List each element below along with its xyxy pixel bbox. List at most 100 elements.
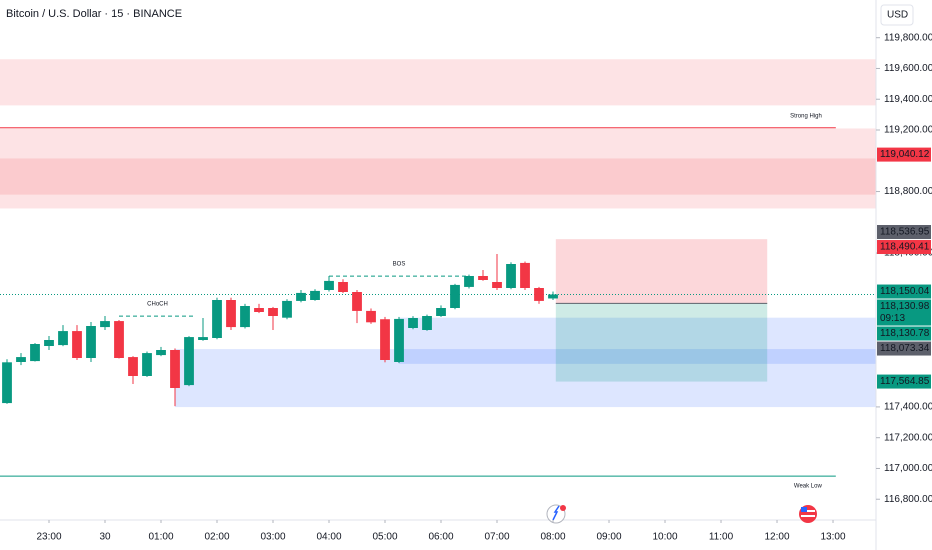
price-label (877, 341, 931, 356)
candle-body (366, 310, 376, 323)
candle-body (380, 319, 390, 360)
candle-body (2, 362, 12, 404)
x-tick-label: 01:00 (148, 532, 173, 543)
target-zone (555, 303, 768, 382)
candle-body (156, 350, 166, 356)
x-tick-label: 23:00 (36, 532, 61, 543)
candle-body (44, 340, 54, 346)
candle-body (16, 357, 26, 362)
candle-body (184, 337, 194, 386)
x-tick-label: 07:00 (484, 532, 509, 543)
y-tick-label: 117,200.00 (884, 432, 932, 443)
y-tick-label: 116,800.00 (884, 494, 932, 505)
candle-body (394, 318, 404, 362)
candle-body (408, 318, 418, 328)
price-label-text: 118,073.34 (880, 343, 930, 354)
price-label (877, 147, 931, 162)
x-tick-label: 06:00 (428, 532, 453, 543)
candle-body (114, 321, 124, 358)
replay-icon[interactable] (546, 504, 566, 524)
price-label (877, 299, 931, 326)
price-label-text: 118,150.04 (880, 286, 930, 297)
level-label: Strong High (790, 113, 822, 119)
candle-body (478, 276, 488, 280)
y-tick-label: 117,000.00 (884, 463, 932, 474)
x-tick-label: 09:00 (596, 532, 621, 543)
price-label-text: 118,490.41 (880, 242, 930, 253)
y-tick-label: 117,400.00 (884, 402, 932, 413)
stop-zone (555, 239, 768, 304)
flag-icon[interactable] (799, 505, 817, 523)
x-tick-label: 02:00 (204, 532, 229, 543)
x-tick-label: 04:00 (316, 532, 341, 543)
candle-body (464, 276, 474, 287)
candle-body (310, 290, 320, 300)
y-tick-label: 119,400.00 (884, 94, 932, 105)
candle-body (520, 262, 530, 288)
candle-body (324, 280, 334, 290)
price-label (877, 326, 931, 341)
candle-body (198, 337, 208, 340)
zone (0, 128, 876, 209)
candle-body (212, 300, 222, 338)
candle-body (282, 300, 292, 318)
price-label-text: 119,040.12 (880, 149, 930, 160)
level-label: BOS (393, 262, 406, 268)
candle-body (128, 357, 138, 376)
candle-body (86, 326, 96, 358)
candle-body (254, 308, 264, 312)
candle-body (240, 306, 250, 328)
zone (0, 59, 876, 106)
price-label-text: 118,536.95 (880, 227, 930, 238)
x-tick-label: 05:00 (372, 532, 397, 543)
x-tick-label: 03:00 (260, 532, 285, 543)
candle-body (422, 316, 432, 330)
candle-body (492, 282, 502, 288)
x-tick-label: 10:00 (652, 532, 677, 543)
candle-body (296, 292, 306, 301)
candle-body (100, 321, 110, 328)
y-tick-label: 118,800.00 (884, 186, 932, 197)
candle-body (72, 331, 82, 358)
y-tick-label: 119,200.00 (884, 125, 932, 136)
x-tick-label: 11:00 (709, 532, 734, 543)
candle-body (30, 344, 40, 362)
candle-body (506, 264, 516, 288)
candle-body (170, 350, 180, 388)
price-label (877, 284, 931, 299)
plot-area: Strong High CHoCH BOS Weak Low (0, 59, 876, 490)
x-tick-label: 30 (99, 532, 111, 543)
y-tick-label: 119,800.00 (884, 32, 932, 43)
candle-body (142, 353, 152, 376)
price-label (877, 225, 931, 240)
zone (175, 349, 876, 408)
chart-title: Bitcoin / U.S. Dollar · 15 · BINANCE (6, 8, 182, 20)
x-tick-label: 13:00 (821, 532, 846, 543)
price-label-text: 118,130.98 (880, 301, 930, 312)
price-label-text: 117,564.85 (880, 376, 930, 387)
candle-body (450, 284, 460, 308)
countdown: 09:13 (880, 313, 905, 324)
candle-body (352, 292, 362, 311)
candle-body (436, 308, 446, 316)
candle-body (58, 331, 68, 346)
candle-body (338, 282, 348, 292)
zone (399, 317, 876, 364)
candle-body (226, 300, 236, 328)
zone (0, 158, 876, 195)
currency: USD (887, 10, 908, 21)
price-label (877, 240, 931, 255)
x-tick-label: 08:00 (540, 532, 565, 543)
x-tick-label: 12:00 (765, 532, 790, 543)
y-tick-label: 119,600.00 (884, 63, 932, 74)
candle-body (548, 294, 558, 299)
candle-body (534, 288, 544, 301)
currency-button[interactable] (880, 4, 914, 26)
price-label-text: 118,130.78 (880, 328, 930, 339)
price-label (877, 374, 931, 389)
level-label: CHoCH (147, 302, 168, 308)
level-label: Weak Low (794, 484, 823, 490)
candle-body (268, 308, 278, 316)
